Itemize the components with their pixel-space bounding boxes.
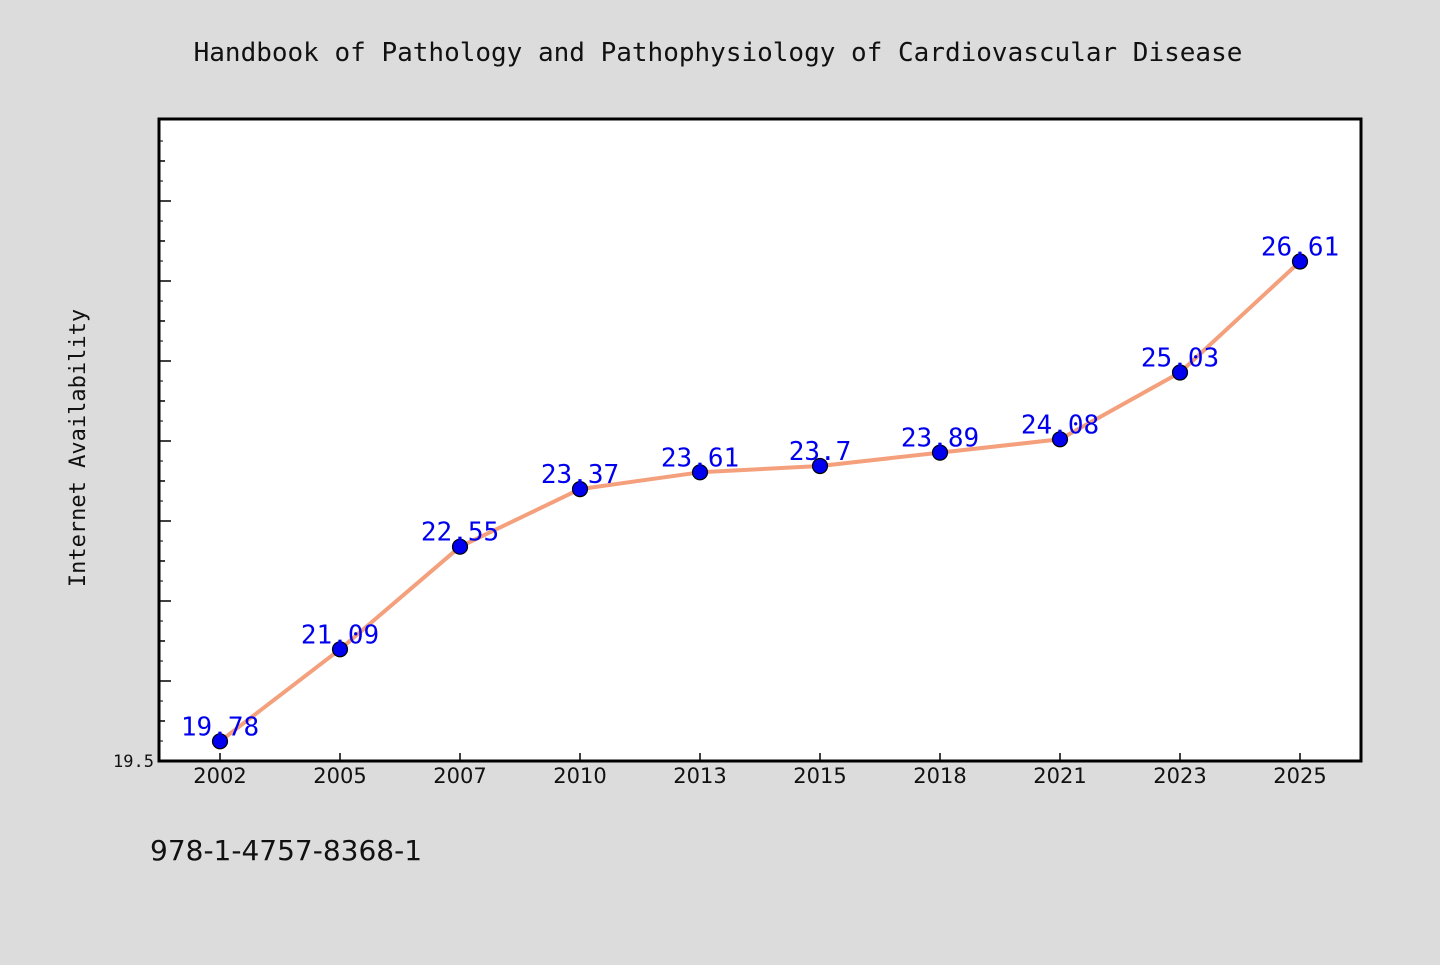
x-tick-label: 2021 — [1033, 764, 1086, 788]
data-label: 19.78 — [181, 712, 259, 742]
data-label: 23.7 — [789, 437, 852, 467]
data-point — [1291, 253, 1309, 270]
data-label: 24.08 — [1021, 410, 1099, 440]
y-axis-label: Internet Availability — [66, 309, 91, 587]
series-line — [218, 259, 1302, 744]
x-tick-label: 2023 — [1153, 764, 1206, 788]
x-tick-label: 2018 — [913, 764, 966, 788]
data-label: 26.61 — [1261, 233, 1339, 263]
data-label: 23.37 — [541, 460, 619, 490]
data-point — [1051, 431, 1069, 448]
plot-area — [157, 117, 1363, 763]
data-point — [811, 457, 829, 475]
data-labels: 19.78 21.09 22.55 23.37 23.61 23.7 23.89 24.08 2… — [181, 233, 1339, 743]
data-label: 25.03 — [1141, 344, 1219, 374]
x-tick-label: 2002 — [193, 764, 246, 788]
x-tick-label: 2007 — [433, 764, 486, 788]
data-label: 23.61 — [661, 443, 739, 473]
data-point — [451, 538, 469, 555]
isbn-label: 978-1-4757-8368-1 — [150, 834, 423, 867]
x-axis-labels: 2002 2005 2007 2010 2013 2015 2018 2021 2023 2025 — [193, 764, 1326, 788]
chart-title: Handbook of Pathology and Pathophysiolog… — [194, 38, 1243, 68]
data-label: 23.89 — [901, 424, 979, 454]
data-label: 22.55 — [421, 518, 499, 548]
y-tick-label: 19.5 — [113, 752, 154, 772]
x-axis-ticks — [219, 753, 1301, 761]
data-point — [691, 464, 709, 481]
data-point — [931, 444, 949, 461]
y-axis-ticks — [159, 140, 171, 762]
x-tick-label: 2015 — [793, 764, 846, 788]
x-tick-label: 2025 — [1273, 764, 1326, 788]
data-point — [571, 481, 589, 498]
x-tick-label: 2010 — [553, 764, 606, 788]
data-point — [331, 641, 349, 658]
data-label: 21.09 — [301, 620, 379, 650]
x-tick-label: 2013 — [673, 764, 726, 788]
data-point — [211, 733, 229, 750]
x-tick-label: 2005 — [313, 764, 366, 788]
data-point — [1171, 364, 1189, 381]
data-points — [211, 253, 1309, 750]
